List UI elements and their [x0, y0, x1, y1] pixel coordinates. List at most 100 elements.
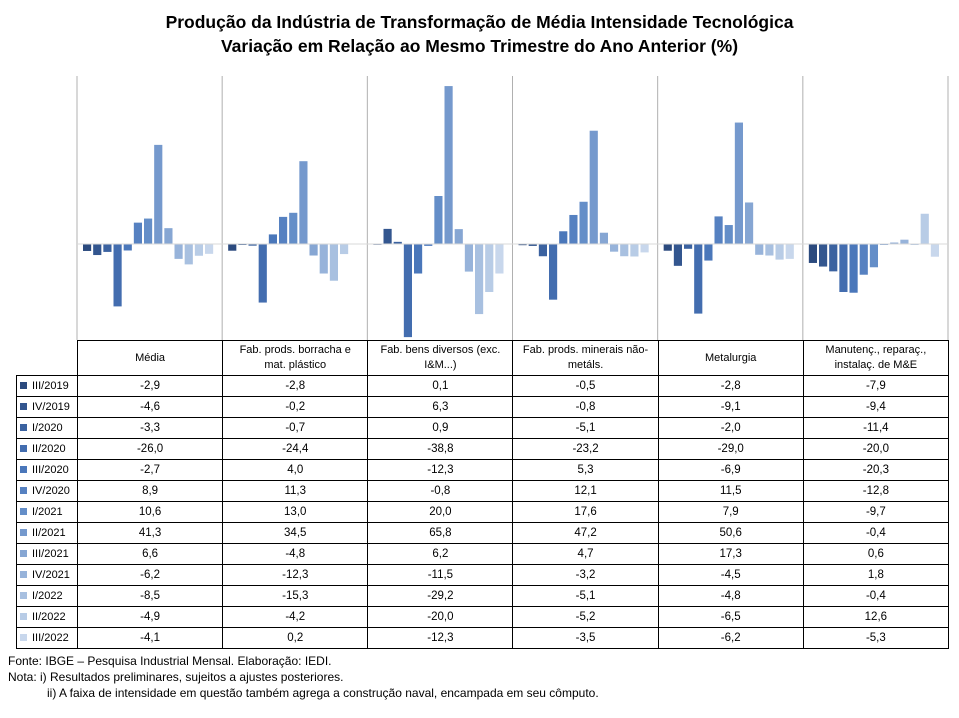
bar [205, 244, 214, 254]
data-label: -0,8 [512, 396, 659, 418]
bar [724, 225, 733, 244]
legend-label: I/2020 [32, 422, 63, 434]
bar [819, 244, 828, 267]
legend-swatch [20, 381, 27, 389]
legend-entry: II/2022 [16, 606, 78, 628]
data-label: 0,6 [802, 543, 949, 565]
bar [775, 244, 784, 260]
data-label: -4,8 [222, 543, 369, 565]
data-label: 17,3 [657, 543, 804, 565]
category-label-line: Média [135, 351, 166, 364]
bar [734, 122, 743, 244]
legend-entry: III/2022 [16, 627, 78, 649]
legend-entry: I/2022 [16, 585, 78, 607]
data-label: -0,8 [367, 480, 514, 502]
note-1: Nota: i) Resultados preliminares, sujeit… [8, 670, 344, 684]
bar-chart [76, 76, 949, 340]
legend-label: IV/2020 [32, 485, 70, 497]
legend-swatch [20, 528, 27, 536]
legend-entry: IV/2019 [16, 396, 78, 418]
data-label: -0,2 [222, 396, 369, 418]
category-label-line: instalaç. de M&E [834, 359, 918, 371]
data-label: -2,8 [222, 375, 369, 397]
data-label: 11,5 [657, 480, 804, 502]
legend-label: II/2021 [32, 527, 66, 539]
data-label: -8,5 [76, 585, 224, 607]
legend-entry: I/2021 [16, 501, 78, 523]
note-2: ii) A faixa de intensidade em questão ta… [47, 686, 599, 700]
category-label: Fab. bens diversos (exc. I&M...) [367, 340, 514, 376]
data-label: 0,2 [222, 627, 369, 649]
data-label: -6,2 [657, 627, 804, 649]
data-label: -6,9 [657, 459, 804, 481]
bar [144, 218, 153, 244]
bar [93, 244, 102, 256]
chart-title: Produção da Indústria de Transformação d… [0, 10, 959, 58]
bar [694, 244, 703, 314]
data-label: -2,7 [76, 459, 224, 481]
legend-swatch [20, 444, 27, 452]
category-label: Média [76, 340, 224, 376]
legend-swatch [20, 402, 27, 410]
data-label: 34,5 [222, 522, 369, 544]
legend-label: III/2021 [32, 548, 69, 560]
table-row: III/2020 -2,7 4,0 -12,3 5,3 -6,9 -20,3 [16, 459, 949, 481]
data-label: 65,8 [367, 522, 514, 544]
legend-label: I/2021 [32, 506, 63, 518]
legend-swatch [20, 486, 27, 494]
bar [83, 244, 92, 251]
legend-entry: III/2021 [16, 543, 78, 565]
bar [268, 234, 277, 244]
data-label: -11,5 [367, 564, 514, 586]
chart-title-line2: Variação em Relação ao Mesmo Trimestre d… [220, 36, 739, 56]
bar [184, 244, 193, 265]
bar [599, 232, 608, 244]
bar [424, 244, 433, 246]
bar [569, 214, 578, 244]
data-label: -29,0 [657, 438, 804, 460]
data-label: -4,6 [76, 396, 224, 418]
bar [620, 244, 629, 257]
data-label: -6,2 [76, 564, 224, 586]
bar [103, 244, 112, 252]
data-label: 50,6 [657, 522, 804, 544]
bar [579, 201, 588, 244]
bar [900, 239, 909, 244]
bar [464, 244, 473, 272]
bar [684, 244, 693, 249]
bar [495, 244, 504, 274]
data-label: 10,6 [76, 501, 224, 523]
category-label-line: Metalurgia [705, 351, 757, 364]
data-label: -7,9 [802, 375, 949, 397]
data-label: -3,5 [512, 627, 659, 649]
data-label: -12,3 [222, 564, 369, 586]
data-table: Média Fab. prods. borracha e mat. plástico… [16, 340, 949, 649]
data-label: -11,4 [802, 417, 949, 439]
table-row: IV/2019 -4,6 -0,2 6,3 -0,8 -9,1 -9,4 [16, 396, 949, 418]
bar [930, 244, 939, 257]
bar [289, 212, 298, 244]
bar [475, 244, 484, 315]
bar [279, 216, 288, 244]
table-row: IV/2021 -6,2 -12,3 -11,5 -3,2 -4,5 1,8 [16, 564, 949, 586]
data-label: -0,5 [512, 375, 659, 397]
data-label: -26,0 [76, 438, 224, 460]
table-header-row: Média Fab. prods. borracha e mat. plástico… [16, 340, 949, 376]
source-note: Fonte: IBGE – Pesquisa Industrial Mensal… [8, 654, 332, 668]
table-row: II/2022 -4,9 -4,2 -20,0 -5,2 -6,5 12,6 [16, 606, 949, 628]
bar [164, 228, 173, 244]
bar [228, 244, 237, 251]
legend-entry: III/2019 [16, 375, 78, 397]
data-label: -29,2 [367, 585, 514, 607]
category-label-line: Fab. prods. minerais não- [522, 344, 649, 356]
bar [393, 241, 402, 244]
bar [454, 229, 463, 244]
bar [549, 244, 558, 300]
data-label: -15,3 [222, 585, 369, 607]
legend-swatch [20, 612, 27, 620]
data-label: -20,0 [802, 438, 949, 460]
data-label: -4,8 [657, 585, 804, 607]
data-label: 4,0 [222, 459, 369, 481]
data-label: -0,4 [802, 522, 949, 544]
bar [673, 244, 682, 266]
